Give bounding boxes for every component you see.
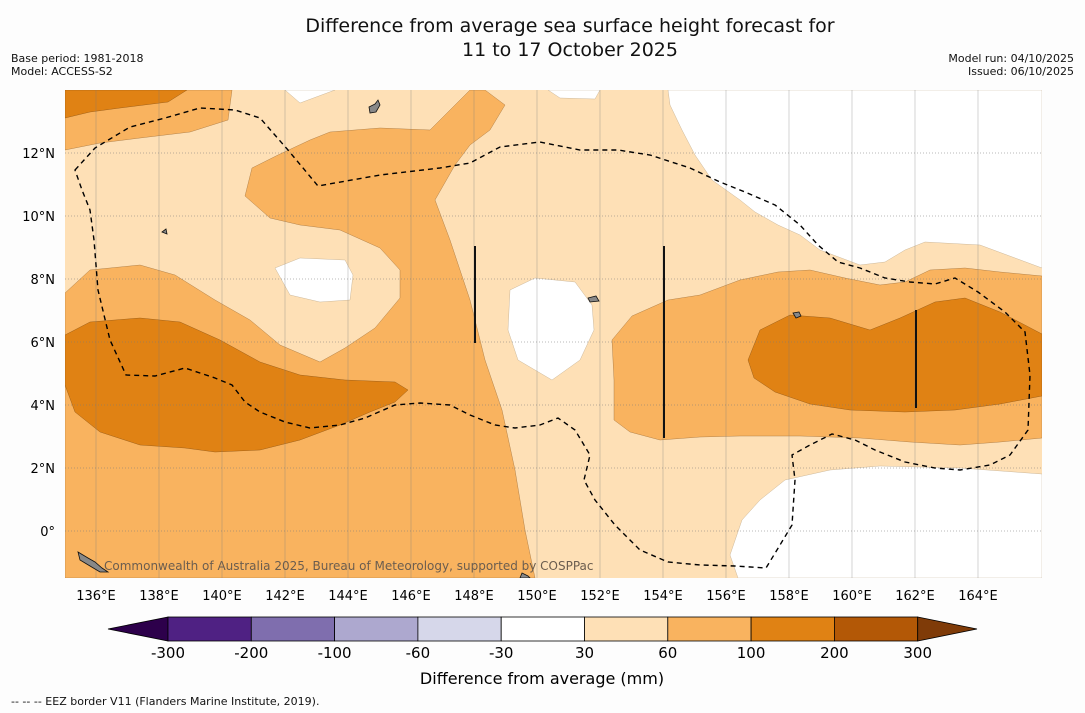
lon-tick-154E: 154°E xyxy=(643,589,683,604)
colorbar-label: -30 xyxy=(489,644,514,662)
contour-white-island2 xyxy=(507,277,595,381)
meta-left: Base period: 1981-2018 Model: ACCESS-S2 xyxy=(11,52,143,78)
copyright-text: Commonwealth of Australia 2025, Bureau o… xyxy=(104,559,594,573)
colorbar-label: -60 xyxy=(406,644,431,662)
map-area: Commonwealth of Australia 2025, Bureau o… xyxy=(65,90,1042,578)
lon-tick-148E: 148°E xyxy=(454,589,494,604)
lat-tick-12N: 12°N xyxy=(22,147,55,162)
colorbar-label: -100 xyxy=(318,644,352,662)
lon-tick-158E: 158°E xyxy=(769,589,809,604)
lon-tick-152E: 152°E xyxy=(580,589,620,604)
map-title: Difference from average sea surface heig… xyxy=(0,14,1085,62)
colorbar-segment xyxy=(250,616,336,642)
islands xyxy=(77,99,802,578)
colorbar: -300 -200 -100 -60 -30 30 60 100 200 300 xyxy=(107,616,978,662)
contour-white-top2 xyxy=(547,90,601,100)
colorbar-title: Difference from average (mm) xyxy=(420,669,664,688)
contour-dark-east xyxy=(747,297,1042,413)
lon-tick-150E: 150°E xyxy=(517,589,557,604)
contour-white-top xyxy=(284,90,336,104)
lon-tick-140E: 140°E xyxy=(202,589,242,604)
lon-tick-144E: 144°E xyxy=(328,589,368,604)
lat-tick-4N: 4°N xyxy=(31,399,56,414)
island-east-1 xyxy=(792,311,802,319)
lat-tick-0: 0° xyxy=(40,525,55,540)
lon-tick-146E: 146°E xyxy=(391,589,431,604)
lon-tick-162E: 162°E xyxy=(895,589,935,604)
grid-lines-lat xyxy=(65,152,1042,532)
contour-dark-west xyxy=(65,317,409,453)
colorbar-label: 60 xyxy=(658,644,677,662)
track-lines xyxy=(474,246,917,438)
lon-tick-142E: 142°E xyxy=(265,589,305,604)
colorbar-label: -200 xyxy=(234,644,268,662)
colorbar-label: 30 xyxy=(575,644,594,662)
colorbar-high-extend xyxy=(917,616,978,642)
base-period: Base period: 1981-2018 xyxy=(11,52,144,65)
colorbar-segment xyxy=(334,616,419,642)
eez-border xyxy=(74,107,1031,569)
lat-tick-6N: 6°N xyxy=(31,336,56,351)
title-line-1: Difference from average sea surface heig… xyxy=(305,15,835,37)
eez-footnote: -- -- -- EEZ border V11 (Flanders Marine… xyxy=(11,695,320,708)
meta-right: Model run: 04/10/2025 Issued: 06/10/2025 xyxy=(948,52,1074,78)
model-name: Model: ACCESS-S2 xyxy=(11,65,113,78)
island-solomon xyxy=(77,551,110,573)
island-north xyxy=(368,99,381,114)
colorbar-segment xyxy=(167,616,252,642)
colorbar-segment xyxy=(750,616,835,642)
colorbar-label: -300 xyxy=(151,644,185,662)
issued-date: Issued: 06/10/2025 xyxy=(967,65,1074,78)
colorbar-low-extend xyxy=(107,616,169,642)
island-west-1 xyxy=(161,228,168,235)
model-run: Model run: 04/10/2025 xyxy=(948,52,1074,65)
x-axis: 136°E 138°E 140°E 142°E 144°E 146°E 148°… xyxy=(76,589,998,604)
colorbar-segment xyxy=(500,616,585,642)
lat-tick-8N: 8°N xyxy=(31,273,56,288)
contour-dark-northwest xyxy=(65,90,188,119)
y-axis: 12°N 10°N 8°N 6°N 4°N 2°N 0° xyxy=(22,147,55,540)
colorbar-label: 200 xyxy=(820,644,849,662)
lon-tick-156E: 156°E xyxy=(706,589,746,604)
lat-tick-10N: 10°N xyxy=(22,210,55,225)
colorbar-segment xyxy=(417,616,502,642)
lon-tick-160E: 160°E xyxy=(832,589,872,604)
contour-medium-west xyxy=(65,90,536,578)
lon-tick-138E: 138°E xyxy=(139,589,179,604)
island-east-2 xyxy=(587,295,600,303)
contour-white-island1 xyxy=(274,257,354,303)
lon-tick-164E: 164°E xyxy=(958,589,998,604)
title-line-2: 11 to 17 October 2025 xyxy=(462,39,678,61)
lat-tick-2N: 2°N xyxy=(31,462,56,477)
colorbar-segment xyxy=(667,616,752,642)
lon-tick-136E: 136°E xyxy=(76,589,116,604)
colorbar-label: 300 xyxy=(903,644,932,662)
contour-white-east xyxy=(667,90,1042,269)
colorbar-segment xyxy=(834,616,919,642)
colorbar-segment xyxy=(584,616,669,642)
island-south xyxy=(519,572,531,578)
colorbar-label: 100 xyxy=(737,644,766,662)
